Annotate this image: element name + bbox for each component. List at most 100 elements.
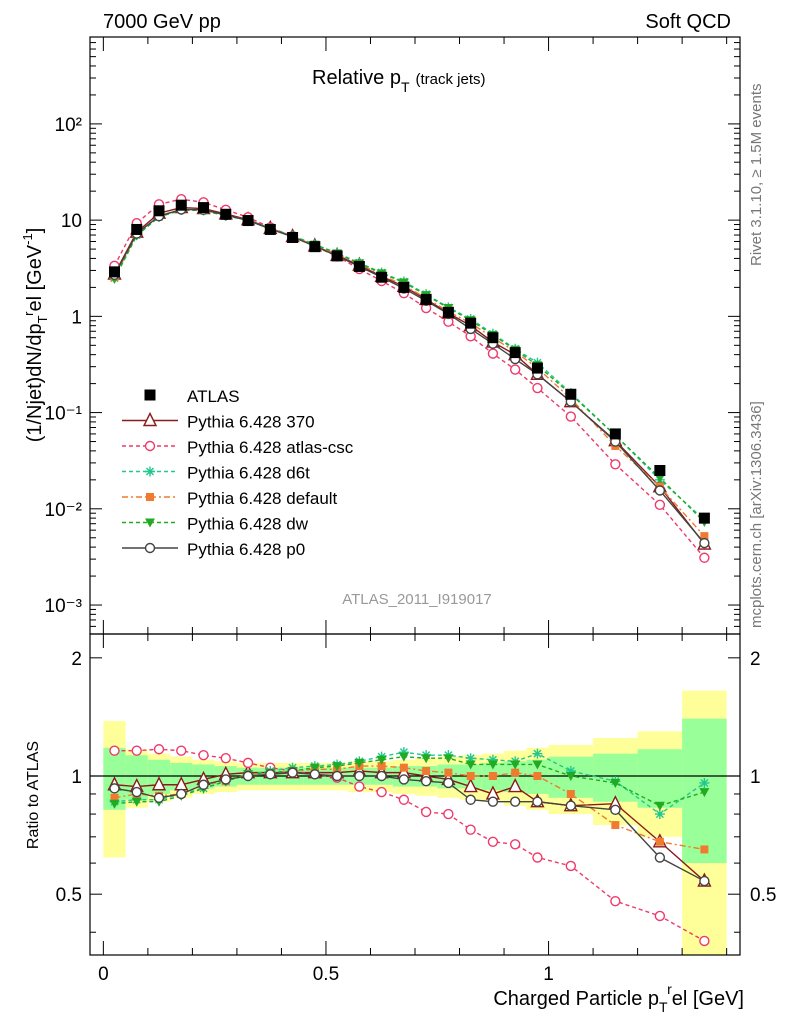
- ratio-point: [309, 769, 321, 780]
- ratio-uncertainty-bands: [90, 690, 740, 955]
- mc-point: [699, 552, 710, 563]
- ratio-point: [699, 875, 710, 887]
- ratio-point: [376, 786, 387, 798]
- main-series-line: [113, 198, 705, 559]
- stat-band: [637, 749, 683, 808]
- legend-label: Pythia 6.428 default: [187, 489, 338, 508]
- ratio-point: [398, 774, 410, 785]
- data-point: [420, 293, 432, 305]
- axis-ticks: 10⁻³ 10⁻² 10⁻¹ 1 10 10² 0.5 0.5 1 1 2 2 0 0.5 1: [45, 36, 776, 985]
- legend-marker: [144, 542, 156, 554]
- mc-point: [654, 473, 665, 483]
- ratio-point: [265, 769, 276, 780]
- legend-label: ATLAS: [187, 387, 240, 406]
- ratio-point: [131, 786, 142, 798]
- ratio-point: [654, 910, 666, 922]
- ratio-point: [354, 770, 365, 782]
- x-axis-label: Charged Particle pTrel [GeV]: [493, 981, 744, 1015]
- data-point: [509, 347, 521, 359]
- ratio-point: [153, 744, 165, 755]
- xtick-label: 0.5: [313, 964, 339, 985]
- ratio-ytick-label: 2: [71, 649, 82, 670]
- ratio-point: [532, 852, 543, 863]
- header-left: 7000 GeV pp: [103, 11, 221, 33]
- ratio-point: [109, 745, 120, 756]
- stat-band: [504, 761, 527, 793]
- ratio-point: [610, 895, 621, 907]
- ratio-point: [422, 766, 431, 775]
- data-point: [609, 428, 621, 440]
- ratio-point: [242, 757, 254, 769]
- ratio-point: [654, 852, 666, 863]
- main-ytick-label: 10²: [55, 115, 82, 136]
- ratio-point: [398, 794, 410, 805]
- main-ylabel: (1/Njet)dN/dpTrel [GeV-1]: [20, 228, 50, 443]
- ratio-point: [377, 762, 386, 771]
- ratio-point: [654, 809, 665, 820]
- ratio-point: [565, 800, 577, 811]
- ratio-point: [444, 768, 453, 777]
- data-point: [331, 250, 343, 262]
- ratio-point: [654, 801, 665, 811]
- ratio-point: [198, 779, 209, 790]
- ratio-point: [153, 792, 165, 804]
- main-series-line: [113, 208, 705, 537]
- ratio-point: [509, 796, 521, 807]
- ratio-point: [287, 767, 298, 778]
- ratio-point: [151, 776, 167, 791]
- ratio-point: [354, 781, 365, 792]
- data-point: [442, 306, 454, 318]
- ratio-point: [610, 804, 621, 816]
- mc-point: [565, 411, 577, 422]
- main-ytick-label: 1: [71, 307, 82, 328]
- data-point: [198, 202, 210, 214]
- ratio-point: [420, 806, 432, 818]
- ratio-point: [309, 763, 320, 773]
- mc-point: [532, 382, 543, 394]
- main-title-sub: T: [401, 79, 410, 95]
- main-ytick-label: 10⁻³: [45, 596, 83, 617]
- data-point: [108, 266, 120, 278]
- main-ytick-label: 10⁻²: [45, 500, 83, 521]
- main-title-note: (track jets): [416, 71, 486, 88]
- ratio-point: [565, 860, 577, 872]
- data-point: [220, 208, 232, 220]
- ratio-point: [110, 793, 119, 802]
- ratio-point: [109, 783, 120, 794]
- main-series: [107, 193, 712, 563]
- mc-point: [487, 348, 499, 359]
- mc-point: [700, 532, 709, 541]
- ratio-point: [463, 777, 478, 793]
- ratio-ytick-label: 1: [71, 767, 82, 788]
- xtick-label: 0: [98, 964, 109, 985]
- legend-marker: [146, 493, 154, 501]
- data-point: [131, 223, 143, 235]
- ratio-ytick-label-right: 2: [750, 649, 761, 670]
- data-point: [531, 362, 543, 374]
- ratio-point: [443, 754, 454, 764]
- data-point: [353, 260, 365, 272]
- ratio-point: [376, 770, 387, 782]
- ratio-point: [420, 776, 432, 787]
- ratio-ytick-label-right: 0.5: [750, 885, 776, 906]
- ratio-point: [532, 748, 543, 759]
- stat-band: [125, 755, 148, 800]
- legend-label: Pythia 6.428 atlas-csc: [187, 438, 354, 457]
- ratio-point: [131, 797, 142, 807]
- analysis-id: ATLAS_2011_I919017: [342, 591, 492, 608]
- ratio-point: [242, 770, 254, 782]
- ratio-point: [198, 749, 209, 761]
- ratio-ytick-label-right: 1: [750, 767, 761, 788]
- ratio-point: [465, 760, 476, 770]
- legend-marker: [144, 389, 156, 401]
- ratio-point: [465, 824, 476, 835]
- ratio-point: [443, 808, 454, 820]
- ratio-point: [511, 768, 520, 777]
- ratio-point: [699, 788, 710, 798]
- ratio-point: [332, 762, 343, 772]
- ratio-point: [331, 770, 343, 782]
- legend-marker: [145, 518, 155, 528]
- legend: ATLAS Pythia 6.428 370 Pythia 6.428 atlas-…: [122, 387, 354, 559]
- ratio-point: [220, 753, 231, 764]
